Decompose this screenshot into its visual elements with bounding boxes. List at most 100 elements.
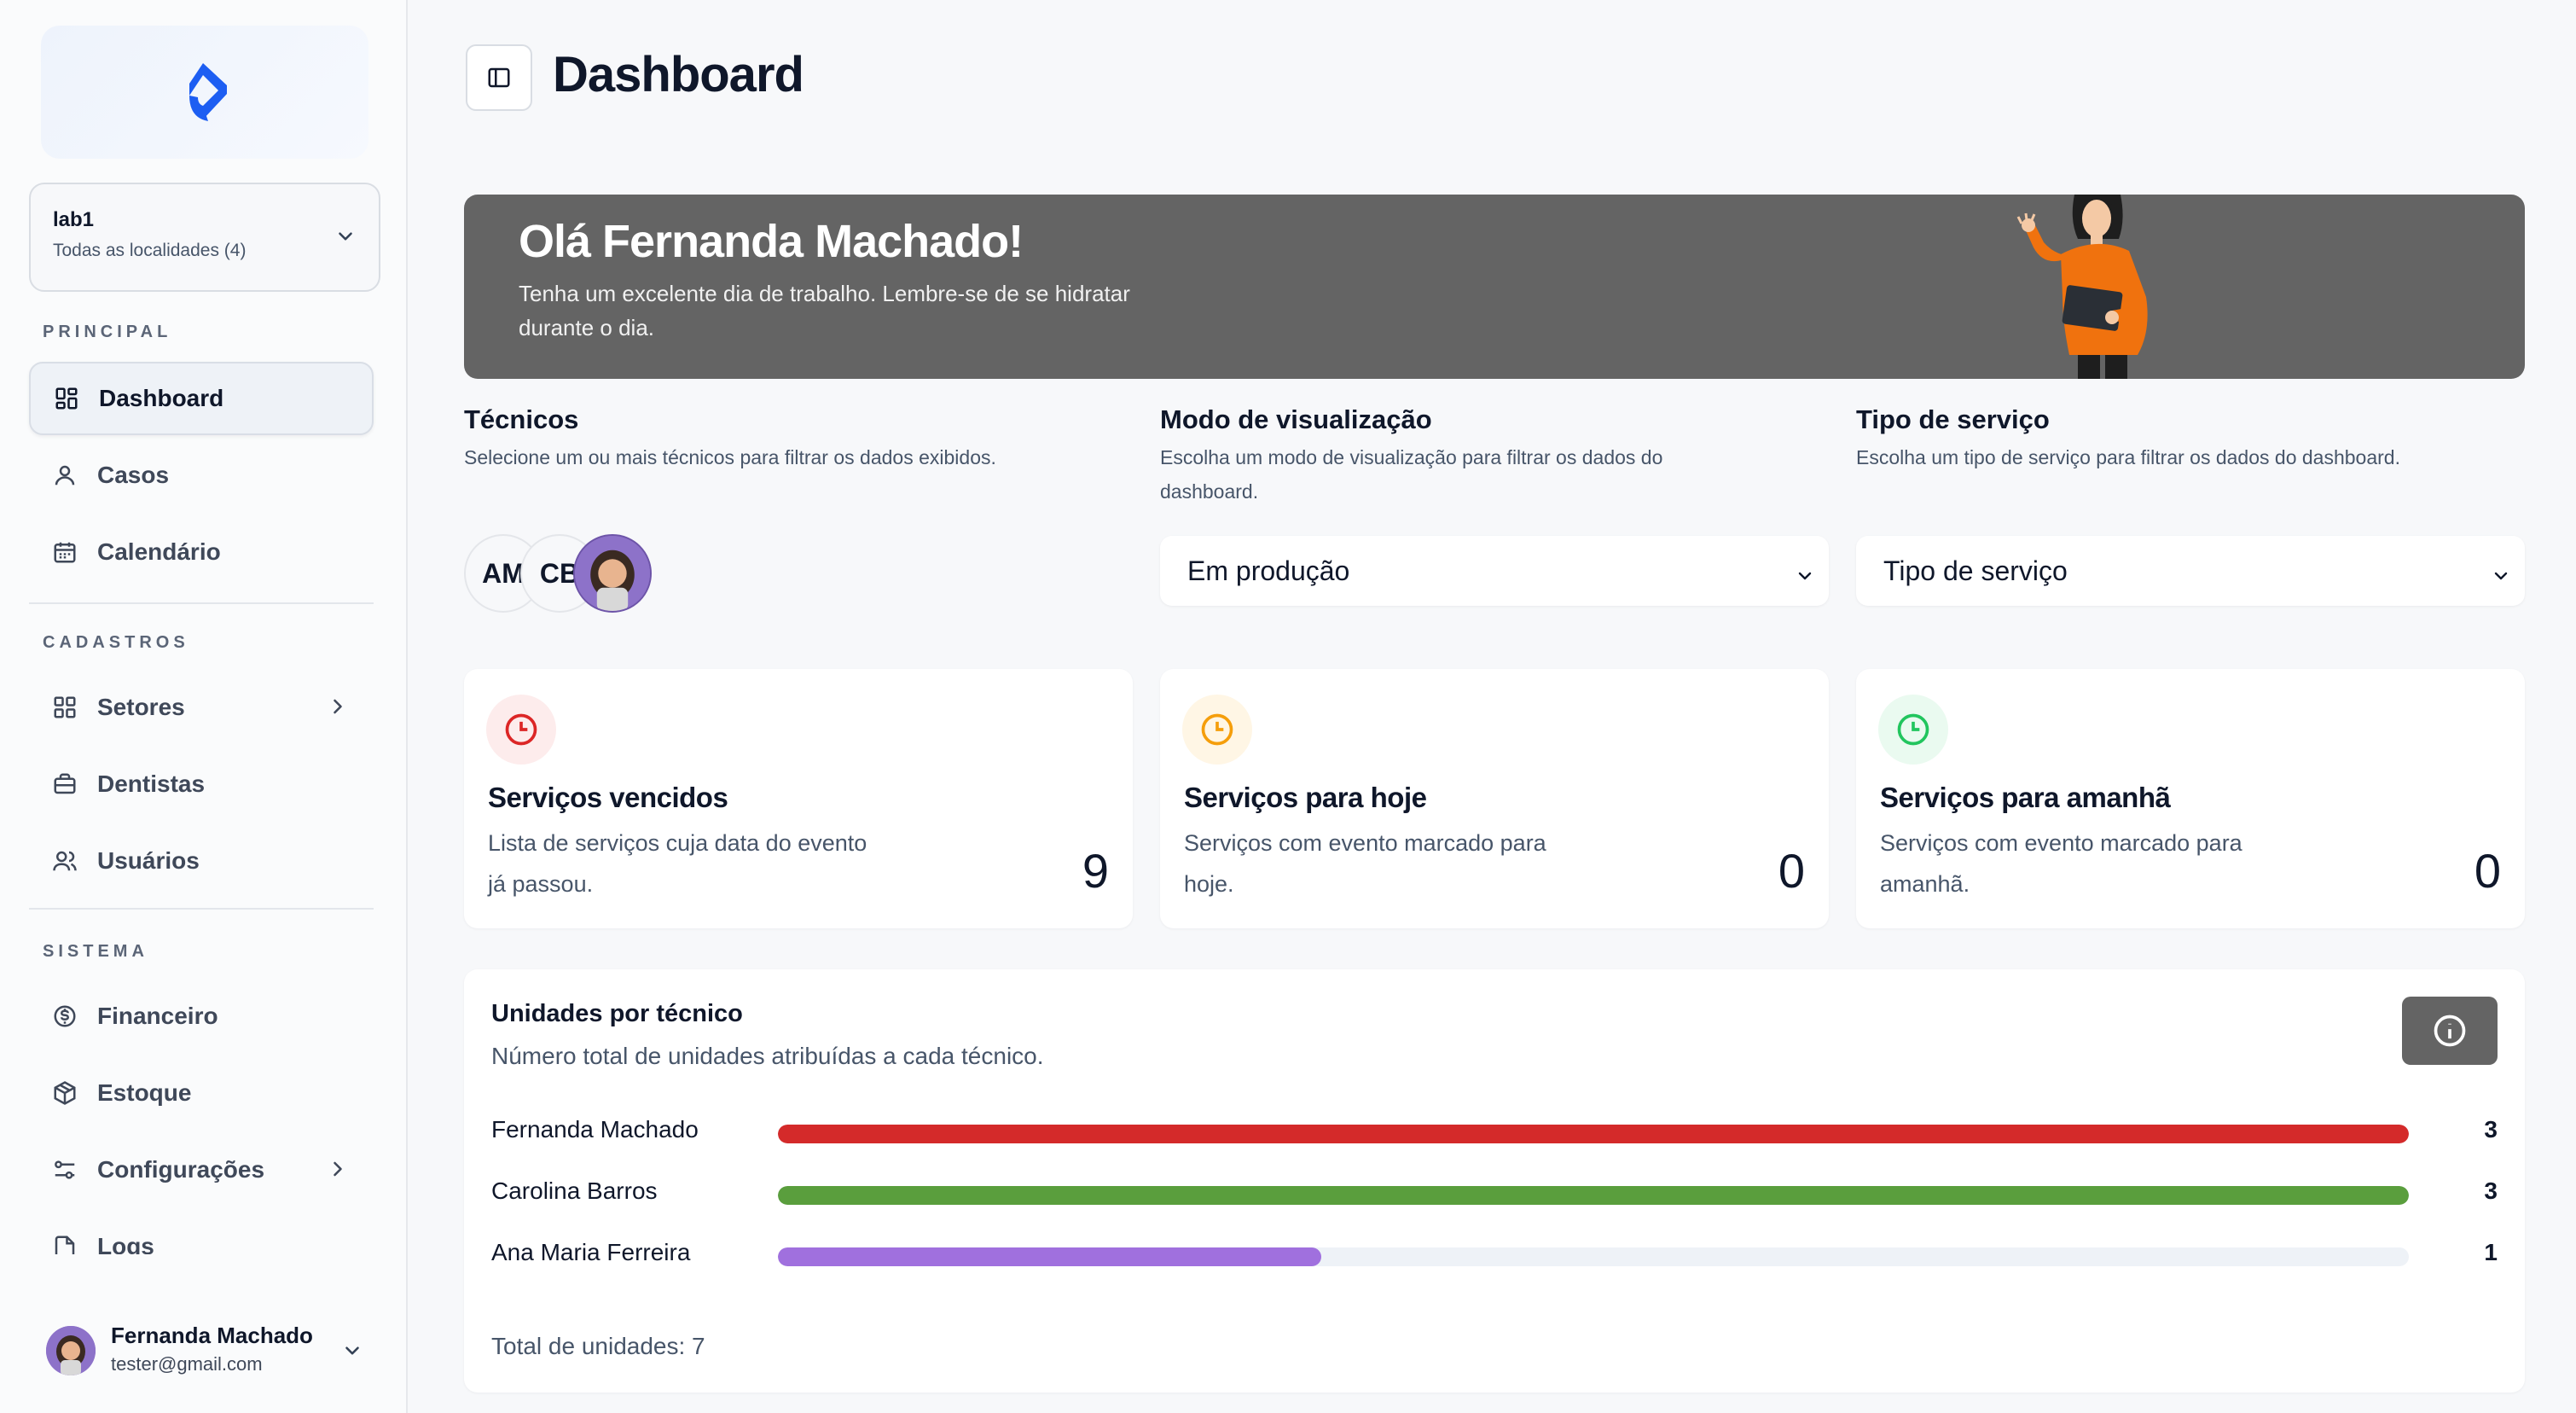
technician-units: 3 [2484, 1116, 2498, 1143]
select-value: Tipo de serviço [1883, 555, 2068, 586]
filter-modo: Modo de visualização Escolha um modo de … [1160, 404, 1829, 606]
panel-title: Unidades por técnico [491, 1000, 743, 1027]
clock-icon [1182, 695, 1252, 765]
sidebar-item-label: Casos [97, 462, 170, 488]
technician-name: Ana Maria Ferreira [491, 1239, 691, 1265]
card-description: Serviços com evento marcado para hoje. [1184, 830, 1546, 897]
section-label-sistema: SISTEMA [43, 942, 148, 961]
sidebar-item-configuracoes[interactable]: Configurações [29, 1133, 374, 1207]
filter-title: Técnicos [464, 404, 579, 434]
sidebar-item-dashboard[interactable]: Dashboard [29, 362, 374, 435]
banner-subtitle: Tenha um excelente dia de trabalho. Lemb… [519, 281, 1130, 340]
bar-track [778, 1247, 2409, 1266]
technician-bar-row: Carolina Barros 3 [491, 1176, 2498, 1210]
sidebar-item-setores[interactable]: Setores [29, 671, 374, 744]
calendar-icon [51, 538, 78, 566]
select-value: Em produção [1187, 555, 1350, 586]
card-count: 0 [1778, 844, 1805, 898]
section-label-cadastros: CADASTROS [43, 633, 189, 652]
card-servicos-amanha[interactable]: Serviços para amanhã Serviços com evento… [1856, 669, 2525, 928]
info-button[interactable] [2402, 997, 2498, 1065]
avatar[interactable] [573, 534, 652, 613]
chevron-down-icon [341, 1340, 363, 1366]
logo-icon [189, 63, 227, 121]
app-logo[interactable] [41, 26, 368, 159]
technician-units: 3 [2484, 1178, 2498, 1204]
card-title: Serviços para amanhã [1880, 782, 2171, 813]
location-selector[interactable]: lab1 Todas as localidades (4) [29, 183, 380, 292]
card-servicos-hoje[interactable]: Serviços para hoje Serviços com evento m… [1160, 669, 1829, 928]
sidebar-scroll-clip: Logs [29, 1210, 374, 1254]
technician-bar-row: Ana Maria Ferreira 1 [491, 1237, 2498, 1271]
bar-fill [778, 1186, 2409, 1205]
filter-title: Modo de visualização [1160, 404, 1432, 434]
clock-icon [486, 695, 556, 765]
settings-sliders-icon [51, 1156, 78, 1183]
sidebar-item-label: Dashboard [99, 385, 224, 411]
avatar-photo [575, 536, 650, 611]
sidebar-item-logs[interactable]: Logs [29, 1210, 374, 1254]
panel-description: Número total de unidades atribuídas a ca… [491, 1043, 1044, 1069]
page-title: Dashboard [553, 47, 804, 102]
dashboard-icon [53, 385, 80, 412]
card-description: Serviços com evento marcado para amanhã. [1880, 830, 2242, 897]
clock-icon [1878, 695, 1948, 765]
file-icon [51, 1233, 78, 1254]
sidebar-item-label: Dentistas [97, 770, 206, 797]
sidebar: lab1 Todas as localidades (4) PRINCIPAL … [0, 0, 408, 1413]
chevron-right-icon [326, 1157, 350, 1187]
filter-title: Tipo de serviço [1856, 404, 2050, 434]
technician-avatars: AM CB [464, 534, 669, 616]
sidebar-item-label: Usuários [97, 847, 200, 874]
grid-icon [51, 694, 78, 721]
sidebar-toggle-button[interactable] [466, 44, 532, 111]
card-count: 9 [1082, 844, 1109, 898]
sidebar-item-casos[interactable]: Casos [29, 439, 374, 512]
units-total: Total de unidades: 7 [491, 1333, 705, 1359]
user-menu[interactable]: Fernanda Machado tester@gmail.com [43, 1314, 367, 1382]
sidebar-item-label: Calendário [97, 538, 221, 565]
card-title: Serviços para hoje [1184, 782, 1427, 813]
card-title: Serviços vencidos [488, 782, 728, 813]
sidebar-item-usuarios[interactable]: Usuários [29, 824, 374, 898]
divider [29, 908, 374, 910]
box-icon [51, 1079, 78, 1107]
sidebar-item-label: Configurações [97, 1156, 265, 1183]
bar-track [778, 1186, 2409, 1205]
avatar [46, 1326, 96, 1375]
units-per-technician-panel: Unidades por técnico Número total de uni… [464, 969, 2525, 1393]
user-name: Fernanda Machado [111, 1323, 313, 1348]
view-mode-select[interactable]: Em produção [1160, 536, 1829, 606]
bar-track [778, 1125, 2409, 1143]
chevron-right-icon [326, 695, 350, 724]
technician-name: Fernanda Machado [491, 1116, 699, 1143]
technician-units: 1 [2484, 1239, 2498, 1265]
sidebar-item-label: Financeiro [97, 1003, 218, 1029]
sidebar-item-label: Estoque [97, 1079, 192, 1106]
chevron-down-icon [2491, 561, 2511, 593]
technician-bar-row: Fernanda Machado 3 [491, 1114, 2498, 1148]
sidebar-item-calendario[interactable]: Calendário [29, 515, 374, 589]
briefcase-icon [51, 770, 78, 798]
section-label-principal: PRINCIPAL [43, 323, 172, 341]
panel-left-icon [488, 67, 510, 88]
card-description: Lista de serviços cuja data do evento já… [488, 830, 867, 897]
filter-description: Selecione um ou mais técnicos para filtr… [464, 446, 996, 468]
chevron-down-icon [334, 225, 357, 252]
filter-description: Escolha um tipo de serviço para filtrar … [1856, 446, 2400, 468]
divider [29, 602, 374, 604]
dollar-circle-icon [51, 1003, 78, 1030]
bar-fill [778, 1247, 1321, 1266]
card-count: 0 [2474, 844, 2501, 898]
service-type-select[interactable]: Tipo de serviço [1856, 536, 2525, 606]
sidebar-item-financeiro[interactable]: Financeiro [29, 980, 374, 1053]
user-icon [51, 462, 78, 489]
filter-tipo: Tipo de serviço Escolha um tipo de servi… [1856, 404, 2525, 606]
sidebar-item-dentistas[interactable]: Dentistas [29, 747, 374, 821]
filter-tecnicos: Técnicos Selecione um ou mais técnicos p… [464, 404, 1129, 613]
bar-fill [778, 1125, 2409, 1143]
sidebar-item-label: Setores [97, 694, 185, 720]
sidebar-item-estoque[interactable]: Estoque [29, 1056, 374, 1130]
card-servicos-vencidos[interactable]: Serviços vencidos Lista de serviços cuja… [464, 669, 1133, 928]
location-title: lab1 [53, 208, 95, 231]
